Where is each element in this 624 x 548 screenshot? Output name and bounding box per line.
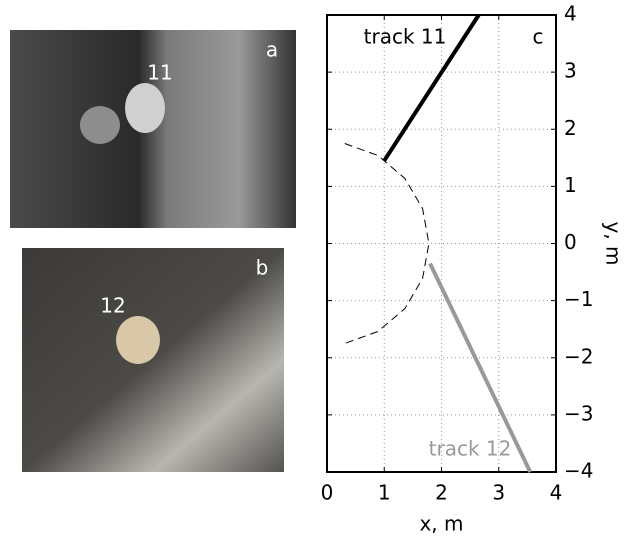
track-label: 12 bbox=[100, 294, 125, 318]
series-label: track 11 bbox=[364, 25, 447, 49]
boundary-arc bbox=[345, 144, 429, 344]
y-tick-label: −1 bbox=[564, 287, 593, 311]
target bbox=[80, 106, 120, 144]
target bbox=[116, 316, 160, 364]
target bbox=[125, 83, 165, 133]
y-tick-label: 0 bbox=[564, 230, 577, 254]
x-tick-label: 0 bbox=[321, 481, 334, 505]
x-tick-label: 1 bbox=[378, 481, 391, 505]
panel-label: a bbox=[266, 38, 278, 62]
y-tick-label: 3 bbox=[564, 59, 577, 83]
y-tick-label: 4 bbox=[564, 2, 577, 26]
y-tick-label: 1 bbox=[564, 173, 577, 197]
y-tick-label: 2 bbox=[564, 116, 577, 140]
photo bbox=[22, 248, 284, 472]
x-tick-label: 3 bbox=[492, 481, 505, 505]
x-axis-label: x, m bbox=[419, 512, 463, 536]
series-label: track 12 bbox=[429, 437, 512, 461]
figure: a 11 b 12 01234−4−3−2−101234x, my, mctra… bbox=[0, 0, 624, 544]
photo-a: a 11 bbox=[10, 30, 296, 228]
x-tick-label: 4 bbox=[550, 481, 563, 505]
x-tick-label: 2 bbox=[435, 481, 448, 505]
panel-label: b bbox=[256, 256, 269, 280]
y-axis-label: y, m bbox=[602, 221, 624, 265]
y-tick-label: −3 bbox=[564, 401, 593, 425]
photo-b: b 12 bbox=[22, 248, 284, 472]
track-label: 11 bbox=[147, 61, 172, 85]
y-tick-label: −2 bbox=[564, 344, 593, 368]
panel-label: c bbox=[533, 25, 544, 49]
y-tick-label: −4 bbox=[564, 459, 593, 483]
